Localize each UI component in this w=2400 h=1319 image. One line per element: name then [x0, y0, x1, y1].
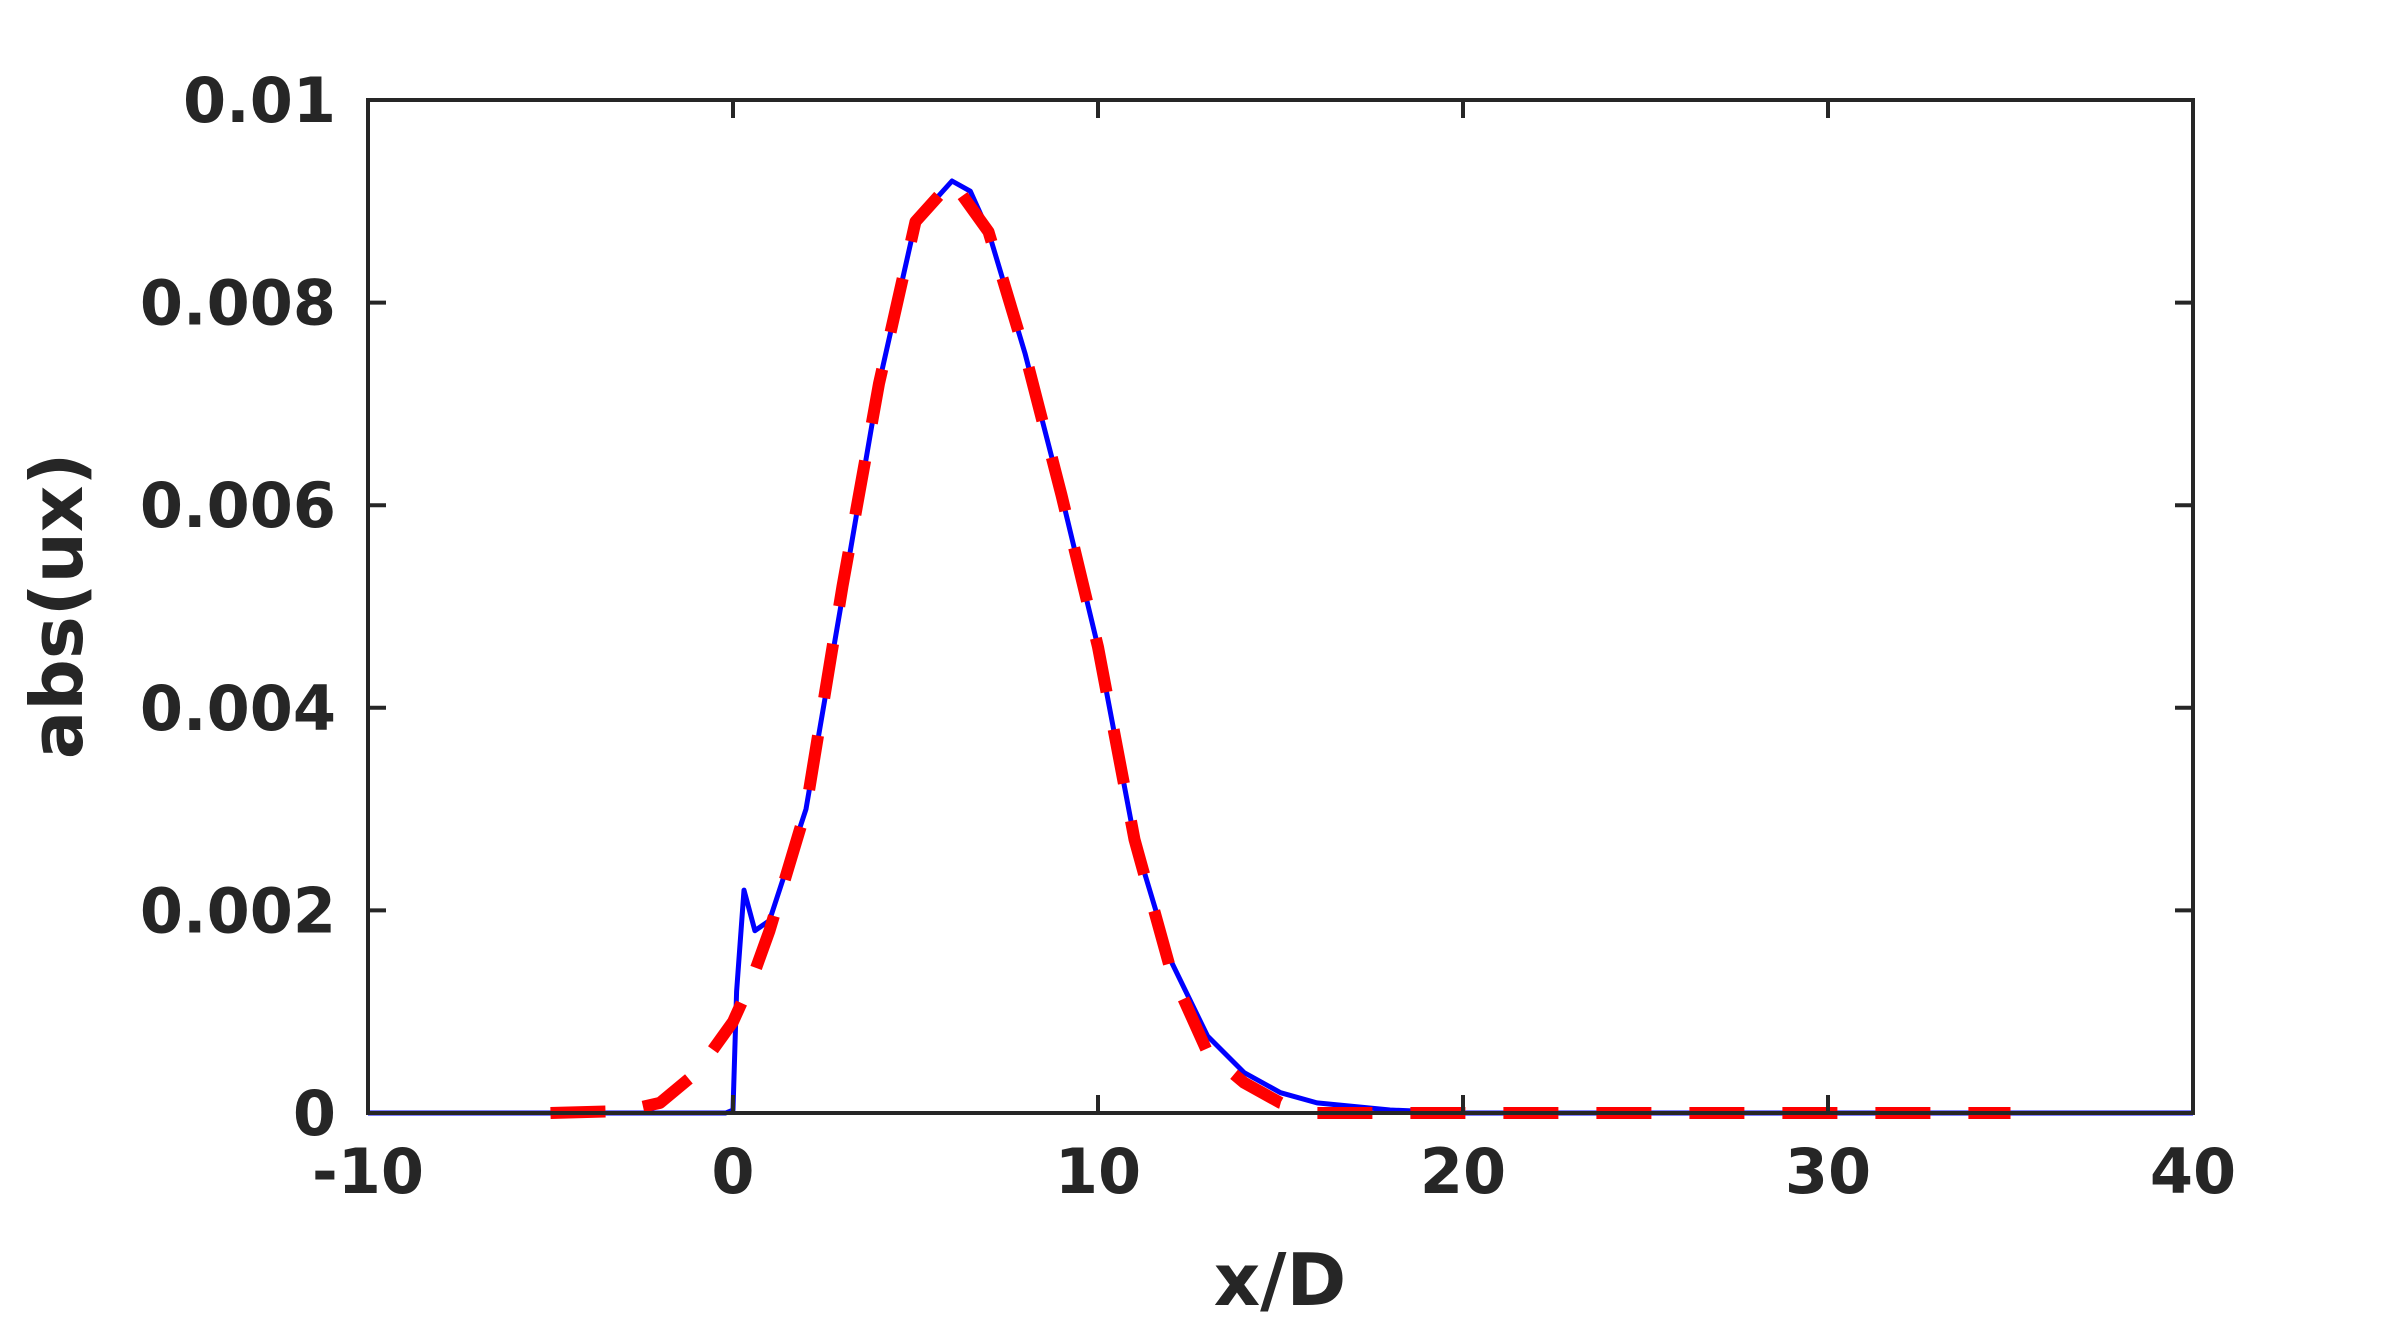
x-tick-label: -10: [312, 1135, 424, 1208]
x-tick-label: 10: [1055, 1135, 1141, 1208]
x-axis-label: x/D: [1214, 1238, 1347, 1319]
series-line: [368, 178, 2193, 1116]
x-tick-label: 0: [711, 1135, 754, 1208]
x-tick-label: 20: [1420, 1135, 1506, 1208]
x-tick-label: 30: [1785, 1135, 1871, 1208]
y-tick-label: 0.01: [183, 64, 336, 137]
y-axis-label: abs(ux): [15, 453, 99, 760]
x-tick-label: 40: [2150, 1135, 2236, 1208]
y-tick-label: 0.006: [140, 469, 336, 542]
series-line: [550, 175, 2011, 1119]
y-tick-label: 0.002: [140, 874, 336, 947]
y-tick-label: 0.008: [140, 267, 336, 340]
y-tick-label: 0: [293, 1077, 336, 1150]
axes-box: [366, 98, 2195, 1115]
y-tick-label: 0.004: [140, 672, 336, 745]
